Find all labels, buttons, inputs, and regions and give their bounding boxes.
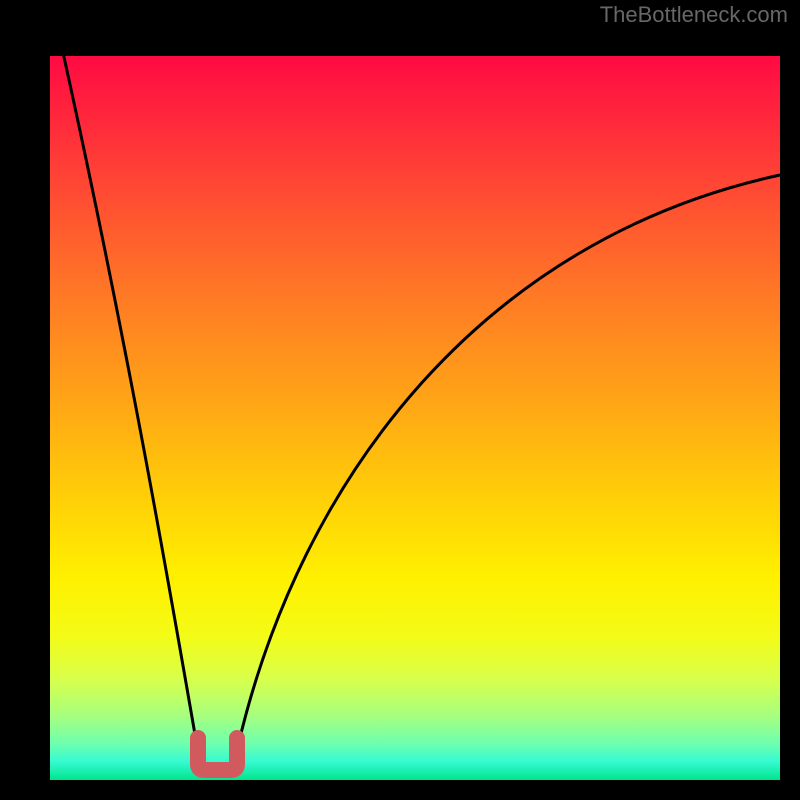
watermark-text: TheBottleneck.com [600,2,788,28]
chart-svg [0,0,800,800]
gradient-plot-area [50,56,780,780]
chart-root: TheBottleneck.com [0,0,800,800]
